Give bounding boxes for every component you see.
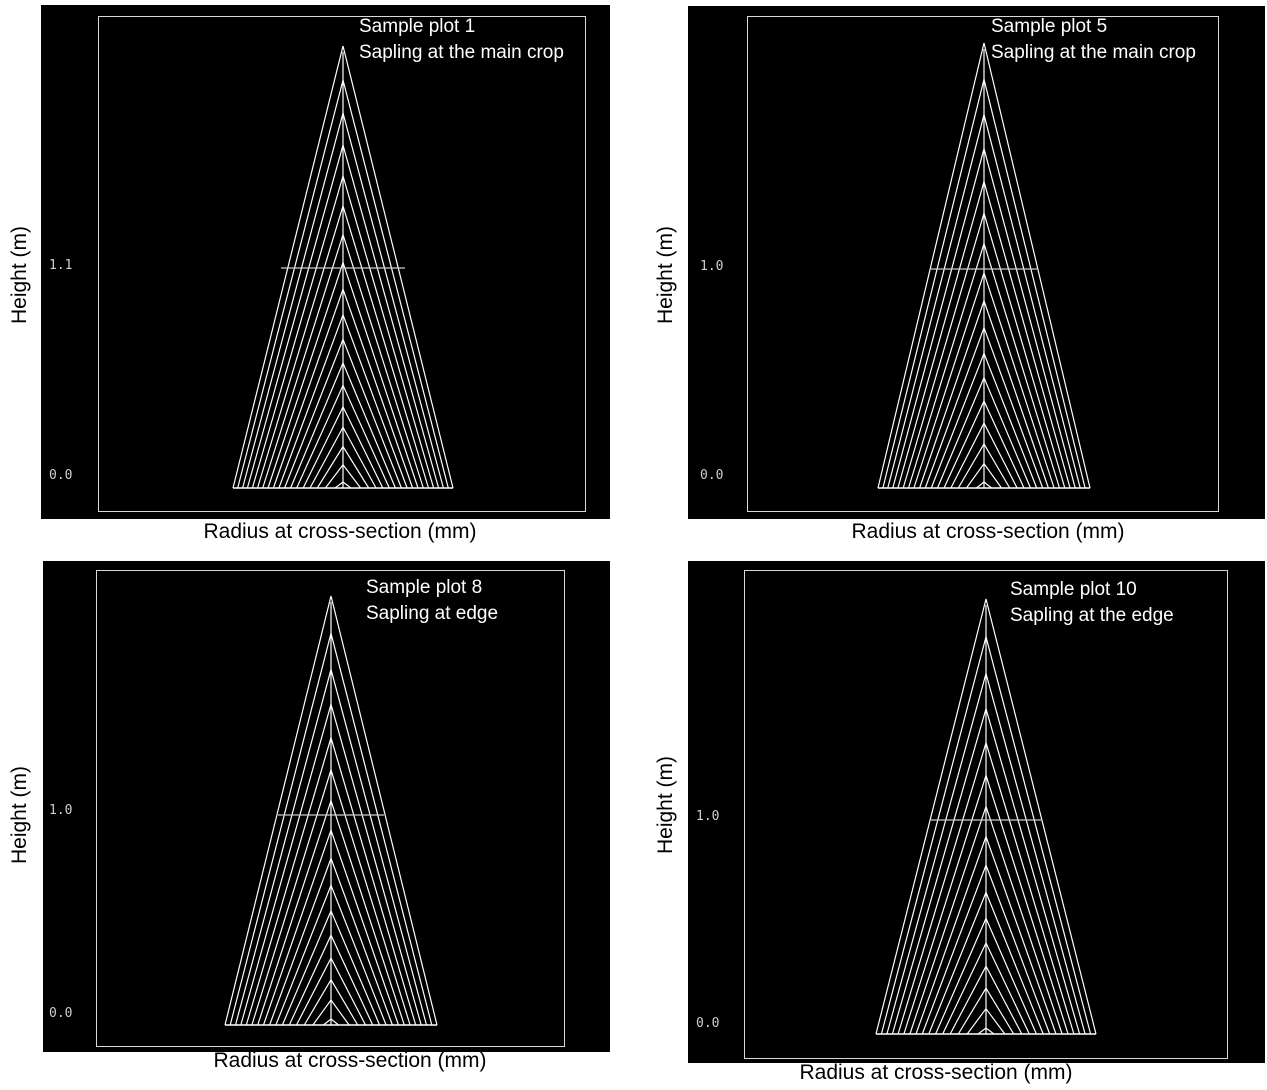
- plot-title-line-1: Sample plot 8: [366, 577, 483, 598]
- cone-plot: [224, 595, 438, 1026]
- plot-title-line-2: Sapling at edge: [366, 603, 499, 624]
- plot-title-line-2: Sapling at the edge: [1010, 605, 1174, 626]
- cone-plot: [877, 42, 1091, 489]
- cone-plot: [875, 598, 1097, 1035]
- ring-profile-1: [875, 598, 1097, 1035]
- y-tick-zero: 0.0: [49, 468, 73, 483]
- y-tick-mid: 1.0: [49, 803, 73, 818]
- plot-title-line-2: Sapling at the main crop: [359, 42, 564, 63]
- y-tick-mid: 1.0: [700, 259, 724, 274]
- x-axis-label: Radius at cross-section (mm): [851, 520, 1125, 543]
- plot-title-line-1: Sample plot 1: [359, 16, 476, 37]
- plot-title-line-1: Sample plot 5: [991, 16, 1108, 37]
- chart-panel-1: Sample plot 1 Sapling at the main crop 1…: [41, 5, 610, 519]
- y-axis-label: Height (m): [8, 225, 31, 325]
- y-tick-zero: 0.0: [700, 468, 724, 483]
- ring-profile-1: [232, 45, 454, 489]
- y-tick-zero: 0.0: [696, 1016, 720, 1031]
- y-axis-label: Height (m): [8, 765, 31, 865]
- y-tick-mid: 1.1: [49, 258, 73, 273]
- x-axis-label: Radius at cross-section (mm): [213, 1049, 487, 1072]
- ring-profile-1: [877, 42, 1091, 489]
- x-axis-label: Radius at cross-section (mm): [203, 520, 477, 543]
- y-tick-zero: 0.0: [49, 1006, 73, 1021]
- chart-panel-3: Sample plot 8 Sapling at edge 1.0 0.0: [43, 561, 610, 1052]
- chart-panel-4: Sample plot 10 Sapling at the edge 1.0 0…: [688, 561, 1265, 1063]
- plot-frame: [744, 570, 1228, 1059]
- plot-frame: [747, 16, 1219, 512]
- plot-title-line-1: Sample plot 10: [1010, 579, 1137, 600]
- chart-panel-2: Sample plot 5 Sapling at the main crop 1…: [688, 6, 1265, 519]
- y-axis-label: Height (m): [654, 755, 677, 855]
- y-tick-mid: 1.0: [696, 809, 720, 824]
- y-axis-label: Height (m): [654, 225, 677, 325]
- cone-plot: [232, 45, 454, 489]
- x-axis-label: Radius at cross-section (mm): [799, 1061, 1073, 1084]
- plot-frame: [96, 570, 565, 1047]
- ring-profile-1: [224, 595, 438, 1026]
- plot-title-line-2: Sapling at the main crop: [991, 42, 1196, 63]
- plot-frame: [98, 16, 586, 512]
